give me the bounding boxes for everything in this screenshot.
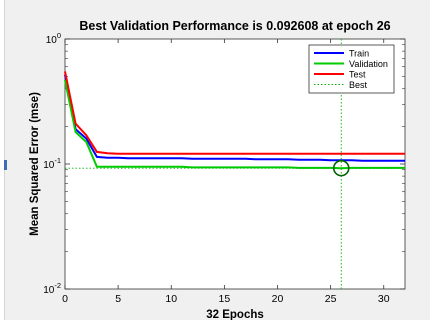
y-axis-label: Mean Squared Error (mse) — [29, 92, 41, 236]
x-tick-label: 15 — [219, 293, 231, 305]
window-edge-marker — [4, 160, 7, 170]
x-tick-label: 30 — [378, 293, 390, 305]
legend-label-validation: Validation — [349, 59, 388, 69]
legend-label-train: Train — [349, 49, 369, 59]
chart-title: Best Validation Performance is 0.092608 … — [79, 19, 390, 33]
y-tick-label: 10-1 — [43, 156, 61, 171]
x-tick-label: 25 — [325, 293, 337, 305]
axis-ticks: 0 5 10 15 20 25 30 10-2 10-1 100 — [43, 31, 405, 305]
x-tick-label: 5 — [115, 293, 121, 305]
x-tick-label: 20 — [272, 293, 284, 305]
legend-label-best: Best — [349, 80, 368, 90]
x-tick-label: 10 — [165, 293, 177, 305]
y-tick-label: 10-2 — [43, 281, 61, 296]
best-marker-group — [65, 39, 405, 289]
y-tick-label: 100 — [46, 31, 61, 46]
best-marker-circle — [332, 159, 350, 177]
series-line-train — [64, 74, 405, 162]
x-tick-label: 0 — [62, 293, 68, 305]
series-line-test — [64, 71, 405, 155]
x-axis-label: 32 Epochs — [206, 309, 264, 320]
legend-label-test: Test — [349, 70, 366, 80]
